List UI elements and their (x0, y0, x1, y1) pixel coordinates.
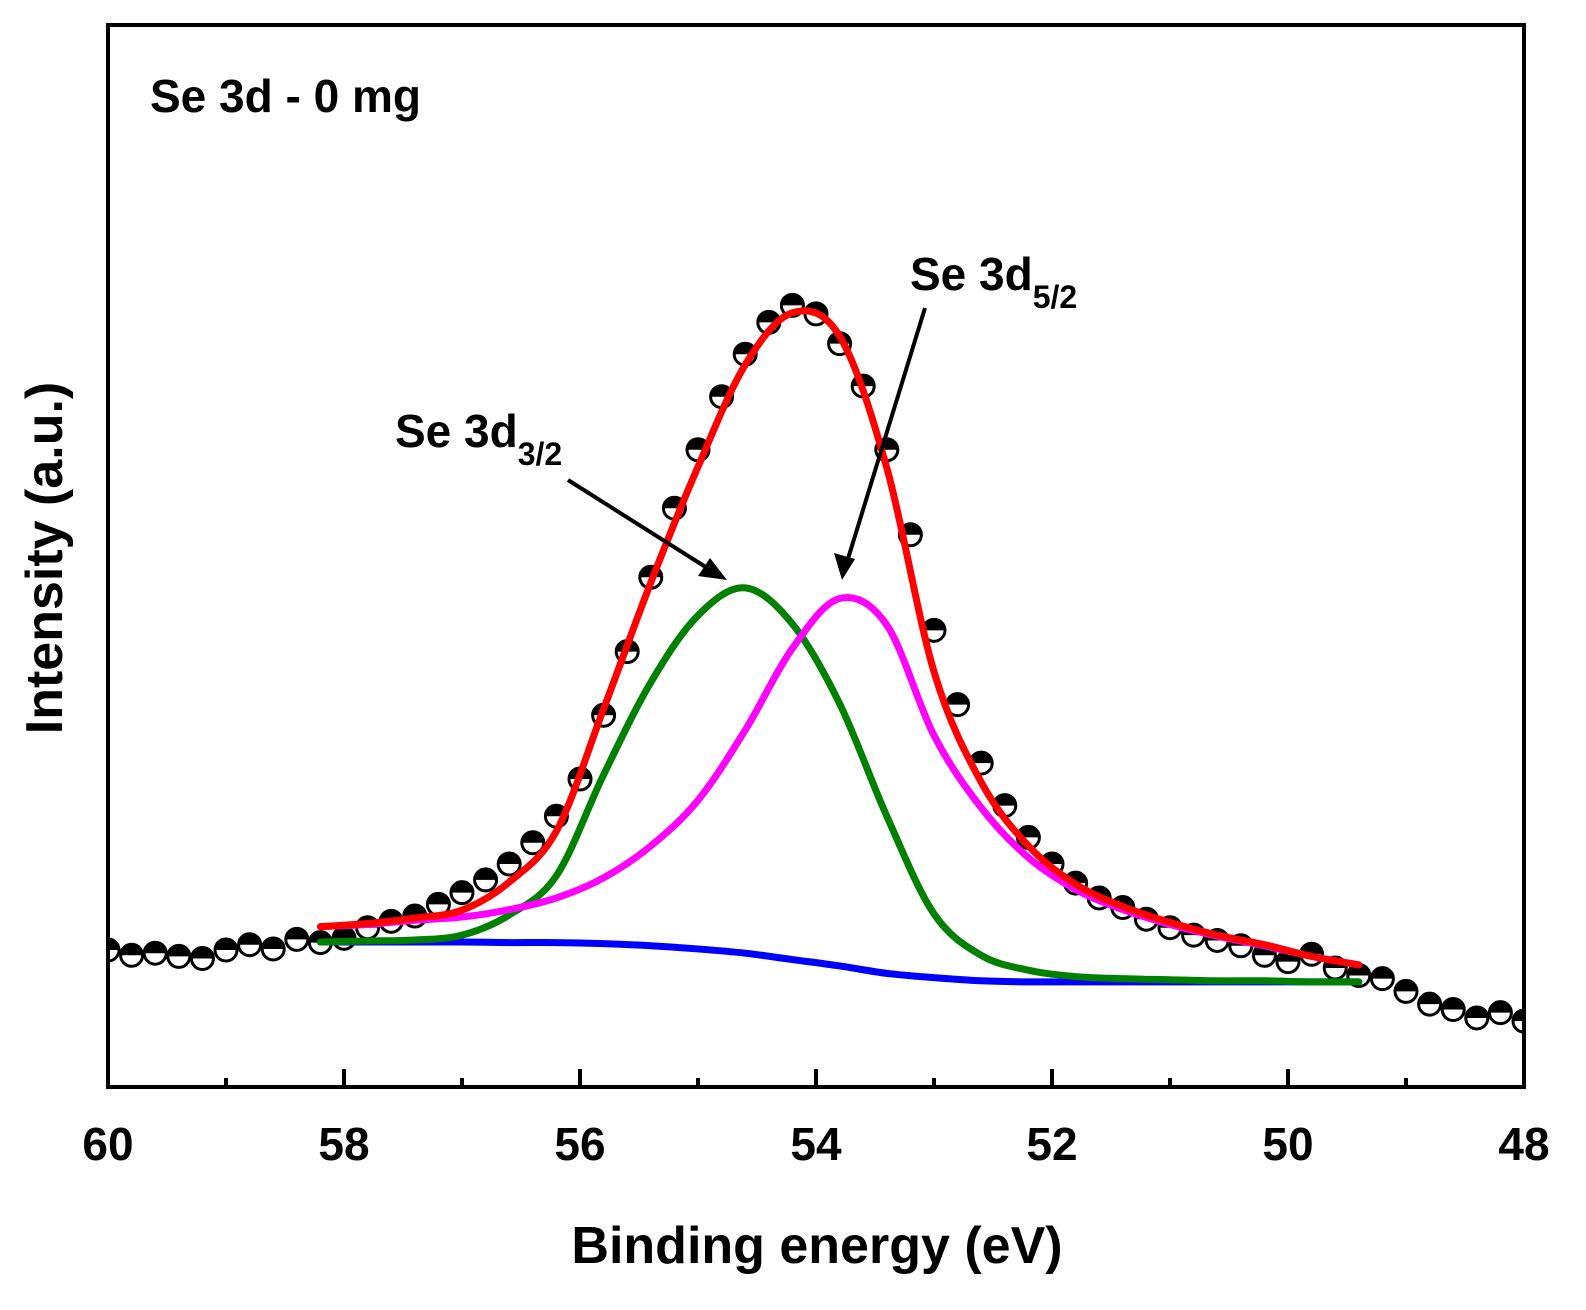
data-point (496, 851, 522, 877)
x-tick-label: 58 (318, 1118, 369, 1170)
data-point (108, 937, 121, 963)
annotation-se3d52: Se 3d5/2 (910, 248, 1077, 315)
data-point (1369, 966, 1395, 992)
arrow-se3d52 (834, 307, 927, 580)
x-tick-label: 50 (1262, 1118, 1313, 1170)
x-axis-ticks: 60 58 56 54 52 50 48 (82, 1069, 1550, 1170)
data-point (213, 937, 239, 963)
data-point (260, 936, 286, 962)
data-point (237, 932, 263, 958)
data-point (1487, 1000, 1513, 1026)
arrow-se3d32 (566, 478, 727, 580)
x-tick-label: 52 (1026, 1118, 1077, 1170)
x-tick-label: 48 (1498, 1118, 1549, 1170)
data-point (449, 880, 475, 906)
x-tick-label: 54 (790, 1118, 842, 1170)
chart-title: Se 3d - 0 mg (150, 70, 421, 122)
x-axis-title: Binding energy (eV) (571, 1217, 1062, 1275)
data-point (284, 926, 310, 952)
data-point (1511, 1008, 1524, 1034)
data-point (1440, 996, 1466, 1022)
x-tick-label: 60 (82, 1118, 133, 1170)
series-se-3d3-2 (316, 584, 1363, 986)
x-tick-label: 56 (554, 1118, 605, 1170)
data-point (189, 945, 215, 971)
data-point (166, 943, 192, 969)
y-axis-title: Intensity (a.u.) (16, 382, 74, 734)
data-point (1464, 1005, 1490, 1031)
series-se-3d5-2 (316, 594, 1363, 969)
data-point (119, 942, 145, 968)
data-point (1417, 991, 1443, 1017)
annotation-se3d32: Se 3d3/2 (395, 405, 562, 472)
data-point (142, 940, 168, 966)
data-point (520, 830, 546, 856)
plot-marks (108, 292, 1524, 1034)
series-envelope (316, 307, 1363, 969)
data-point (1393, 978, 1419, 1004)
series-background (316, 938, 1363, 986)
data-point (473, 867, 499, 893)
